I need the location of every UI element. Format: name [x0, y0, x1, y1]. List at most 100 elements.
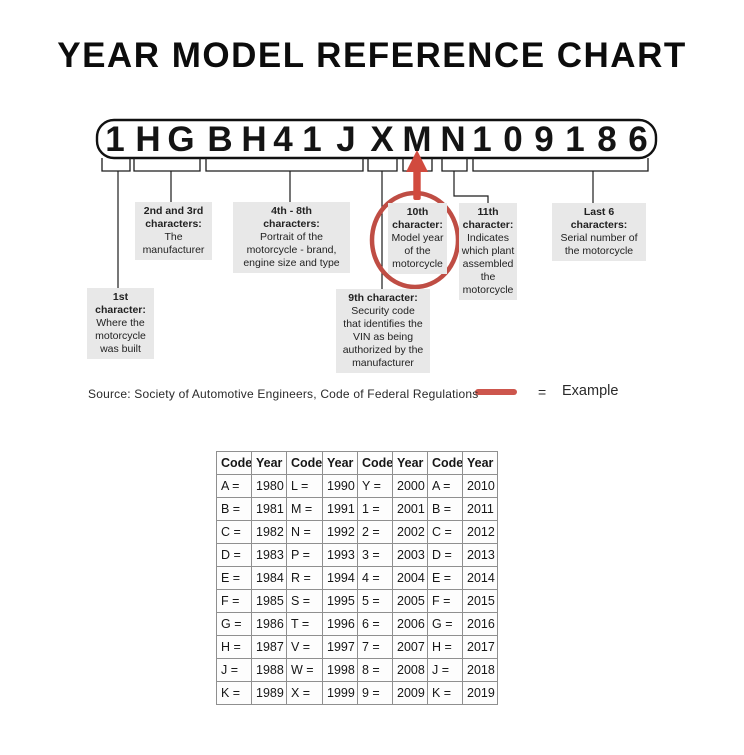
table-cell: 5 =	[357, 589, 393, 613]
callout-header-line: characters:	[263, 218, 320, 230]
table-cell: 2005	[392, 589, 428, 613]
table-cell: A =	[427, 474, 463, 498]
table-cell: 9 =	[357, 681, 393, 705]
table-row: E = 1984 R = 1994 4 = 2004 E = 2014	[216, 566, 498, 590]
table-cell: 1986	[251, 612, 287, 636]
table-cell: 2013	[462, 543, 498, 567]
callout-10th-character: 10th character: Model year of the motorc…	[388, 203, 447, 274]
table-cell: 1992	[322, 520, 358, 544]
table-cell: 2007	[392, 635, 428, 659]
table-row: J = 1988 W = 1998 8 = 2008 J = 2018	[216, 658, 498, 682]
callout-header-line: 10th	[406, 206, 429, 218]
bracket-char-11	[441, 158, 468, 172]
vin-box-outline	[95, 118, 658, 160]
callout-body-line: motorcycle - brand,	[246, 244, 337, 256]
table-cell: K =	[216, 681, 252, 705]
table-cell: V =	[286, 635, 323, 659]
callout-body-line: The	[164, 231, 183, 243]
table-cell: C =	[427, 520, 463, 544]
callout-body-line: which plant	[461, 245, 515, 257]
table-cell: F =	[427, 589, 463, 613]
table-cell: 4 =	[357, 566, 393, 590]
table-cell: 2015	[462, 589, 498, 613]
table-cell: H =	[427, 635, 463, 659]
table-cell: G =	[216, 612, 252, 636]
vin-char: 1	[105, 120, 125, 159]
table-cell: 2017	[462, 635, 498, 659]
callout-header-line: character:	[392, 219, 443, 231]
callout-body-line: motorcycle	[462, 284, 514, 296]
vin-char: 8	[597, 120, 617, 159]
callout-4th-8th-characters: 4th - 8th characters: Portrait of the mo…	[233, 202, 350, 273]
callout-11th-character: 11th character: Indicates which plant as…	[459, 203, 517, 300]
callout-2nd-3rd-characters: 2nd and 3rd characters: The manufacturer	[135, 202, 212, 260]
table-cell: R =	[286, 566, 323, 590]
vin-char: 1	[302, 120, 322, 159]
vin-char: 4	[273, 120, 293, 159]
callout-header-line: 4th - 8th	[271, 205, 312, 217]
table-cell: 2012	[462, 520, 498, 544]
table-cell: 2014	[462, 566, 498, 590]
table-cell: K =	[427, 681, 463, 705]
legend-example-label: Example	[562, 383, 619, 399]
table-cell: 1981	[251, 497, 287, 521]
table-header-cell: Code	[427, 451, 463, 475]
callout-body-line: the	[480, 271, 496, 283]
table-cell: 1997	[322, 635, 358, 659]
table-cell: 1996	[322, 612, 358, 636]
callout-header-line: 11th	[477, 206, 499, 218]
table-cell: E =	[216, 566, 252, 590]
table-cell: 1999	[322, 681, 358, 705]
vin-char: 1	[472, 120, 492, 159]
red-arrow-shaft	[413, 168, 421, 200]
callout-body-line: Model year	[391, 232, 444, 244]
table-cell: E =	[427, 566, 463, 590]
table-cell: D =	[427, 543, 463, 567]
table-header-cell: Year	[462, 451, 498, 475]
table-cell: 2016	[462, 612, 498, 636]
table-cell: 1993	[322, 543, 358, 567]
table-cell: 1990	[322, 474, 358, 498]
year-code-table: Code Year Code Year Code Year Code Year …	[216, 451, 498, 705]
callout-body-line: engine size and type	[243, 257, 340, 269]
table-cell-circled: M =	[286, 497, 323, 521]
source-attribution: Source: Society of Automotive Engineers,…	[88, 387, 479, 401]
table-cell: 1998	[322, 658, 358, 682]
example-line-swatch	[475, 389, 517, 395]
table-cell: 1982	[251, 520, 287, 544]
table-cell: 1985	[251, 589, 287, 613]
table-cell-circled: 1991	[322, 497, 358, 521]
vin-char: G	[167, 120, 195, 159]
callout-last-6-characters: Last 6 characters: Serial number of the …	[552, 203, 646, 261]
callout-body-line: the motorcycle	[564, 245, 634, 257]
table-cell: 1995	[322, 589, 358, 613]
callout-body-line: motorcycle	[392, 258, 443, 270]
table-row: A = 1980 L = 1990 Y = 2000 A = 2010	[216, 474, 498, 498]
callout-body-line: Portrait of the	[259, 231, 324, 243]
callout-header-line: 1st	[112, 291, 129, 303]
callout-body-line: authorized by the	[342, 344, 424, 356]
table-cell: 2000	[392, 474, 428, 498]
table-cell: X =	[286, 681, 323, 705]
table-cell: G =	[427, 612, 463, 636]
table-cell: P =	[286, 543, 323, 567]
vin-group-brackets	[101, 158, 649, 172]
table-header-cell: Year	[251, 451, 287, 475]
table-cell: 6 =	[357, 612, 393, 636]
table-cell: 7 =	[357, 635, 393, 659]
table-header-row: Code Year Code Year Code Year Code Year	[216, 451, 498, 475]
legend-equals-sign: =	[538, 384, 547, 400]
table-cell: T =	[286, 612, 323, 636]
table-cell: 2019	[462, 681, 498, 705]
table-row: C = 1982 N = 1992 2 = 2002 C = 2012	[216, 520, 498, 544]
table-cell: N =	[286, 520, 323, 544]
red-arrow-annotation	[406, 150, 428, 200]
table-row: H = 1987 V = 1997 7 = 2007 H = 2017	[216, 635, 498, 659]
table-cell: 1989	[251, 681, 287, 705]
table-row: B = 1981 M = 1991 1 = 2001 B = 2011	[216, 497, 498, 521]
leader-11th	[453, 171, 489, 204]
table-row: D = 1983 P = 1993 3 = 2003 D = 2013	[216, 543, 498, 567]
table-cell: B =	[216, 497, 252, 521]
callout-1st-character: 1st character: Where the motorcycle was …	[87, 288, 154, 359]
